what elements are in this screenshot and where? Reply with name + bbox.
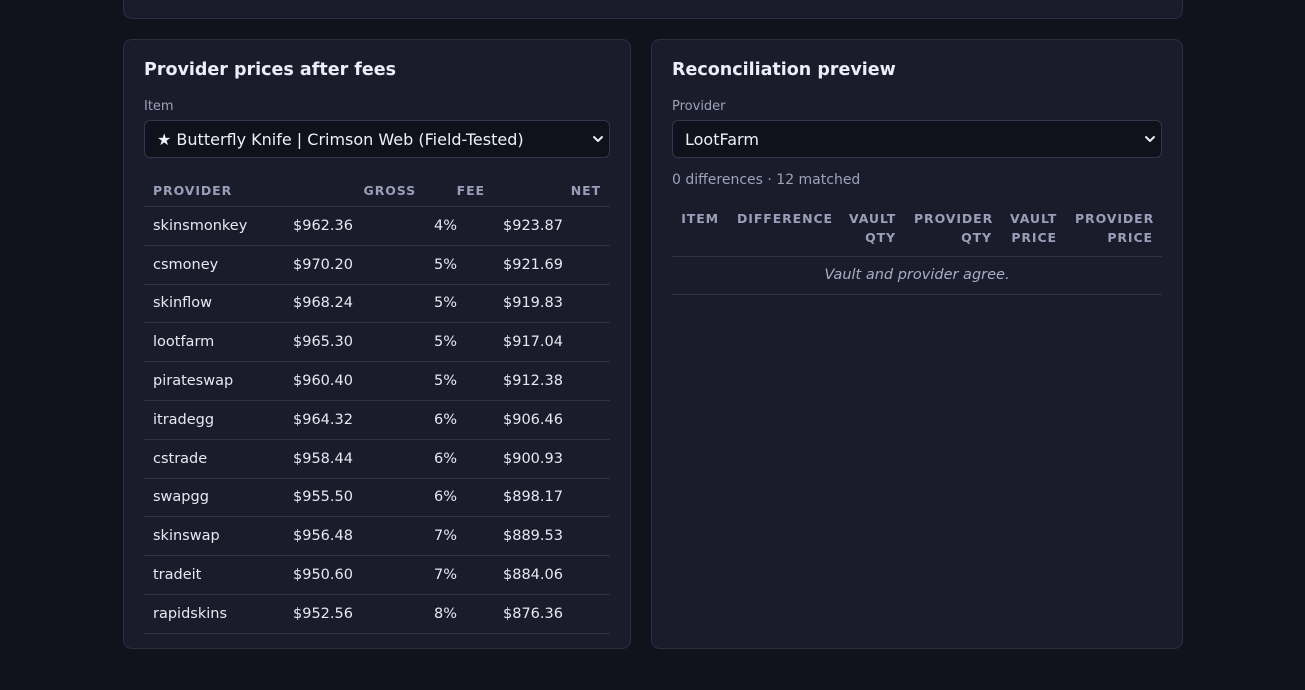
cell-net: $906.46 [494, 400, 610, 440]
cell-provider: skinsmonkey [144, 206, 284, 246]
column-header-difference: DIFFERENCE [728, 205, 840, 257]
cell-net: $921.69 [494, 245, 610, 285]
cell-fee: 5% [425, 361, 494, 401]
cell-fee: 7% [425, 555, 494, 595]
empty-state-message: Vault and provider agree. [672, 256, 1162, 295]
column-header-net: NET [494, 174, 610, 207]
column-header-fee: FEE [425, 174, 494, 207]
cell-net: $917.04 [494, 322, 610, 363]
column-header-provider-price: PROVIDER PRICE [1066, 205, 1162, 257]
chevron-down-icon [593, 136, 603, 142]
reconciliation-panel: Reconciliation preview Provider LootFarm… [651, 39, 1183, 649]
cell-net: $884.06 [494, 555, 610, 595]
column-header-provider-qty: PROVIDER QTY [905, 205, 1001, 257]
panel-title: Provider prices after fees [144, 60, 397, 80]
cell-net: $912.38 [494, 361, 610, 401]
cell-provider: pirateswap [144, 361, 284, 401]
cell-net: $923.87 [494, 206, 610, 246]
item-select[interactable]: ★ Butterfly Knife | Crimson Web (Field-T… [144, 120, 610, 158]
cell-fee: 6% [425, 478, 494, 518]
table-header-row: PROVIDER GROSS FEE NET [144, 174, 610, 207]
cell-gross: $964.32 [284, 400, 425, 440]
cell-provider: swapgg [144, 478, 284, 518]
table-row: skinflow $968.24 5% $919.83 [144, 284, 610, 324]
table-row: itradegg $964.32 6% $906.46 [144, 400, 610, 440]
column-header-item: ITEM [672, 205, 728, 257]
table-row: tradeit $950.60 7% $884.06 [144, 555, 610, 595]
cell-gross: $950.60 [284, 555, 425, 595]
cell-gross: $970.20 [284, 245, 425, 285]
cell-gross: $956.48 [284, 516, 425, 557]
provider-prices-panel: Provider prices after fees Item ★ Butter… [123, 39, 631, 649]
cell-gross: $958.44 [284, 439, 425, 479]
cell-net: $889.53 [494, 516, 610, 557]
empty-state-row: Vault and provider agree. [672, 256, 1162, 295]
cell-gross: $960.40 [284, 361, 425, 401]
cell-provider: itradegg [144, 400, 284, 440]
cell-gross: $962.36 [284, 206, 425, 246]
cell-fee: 5% [425, 245, 494, 285]
table-header-row: ITEM DIFFERENCE VAULT QTY PROVIDER QTY VAU… [672, 205, 1162, 257]
cell-gross: $965.30 [284, 322, 425, 363]
cell-provider: skinswap [144, 516, 284, 557]
table-row: lootfarm $965.30 5% $917.04 [144, 322, 610, 363]
cell-net: $900.93 [494, 439, 610, 479]
cell-provider: csmoney [144, 245, 284, 285]
provider-prices-table: PROVIDER GROSS FEE NET skinsmonkey $962.3… [144, 174, 610, 634]
table-row: csmoney $970.20 5% $921.69 [144, 245, 610, 285]
cell-net: $919.83 [494, 284, 610, 324]
reconciliation-table: ITEM DIFFERENCE VAULT QTY PROVIDER QTY VAU… [672, 205, 1162, 295]
reconciliation-summary: 0 differences · 12 matched [672, 172, 861, 188]
provider-label: Provider [672, 99, 726, 114]
table-row: pirateswap $960.40 5% $912.38 [144, 361, 610, 401]
table-row: skinswap $956.48 7% $889.53 [144, 516, 610, 557]
cell-fee: 7% [425, 516, 494, 557]
cell-provider: skinflow [144, 284, 284, 324]
cell-fee: 6% [425, 439, 494, 479]
column-header-provider: PROVIDER [144, 174, 284, 207]
cell-provider: lootfarm [144, 322, 284, 363]
cell-gross: $968.24 [284, 284, 425, 324]
cell-provider: tradeit [144, 555, 284, 595]
cell-provider: rapidskins [144, 594, 284, 634]
cell-fee: 5% [425, 284, 494, 324]
cell-fee: 6% [425, 400, 494, 440]
previous-panel [123, 0, 1183, 19]
panel-title: Reconciliation preview [672, 60, 896, 80]
cell-gross: $952.56 [284, 594, 425, 634]
item-select-value: ★ Butterfly Knife | Crimson Web (Field-T… [157, 129, 524, 149]
column-header-vault-qty: VAULT QTY [840, 205, 905, 257]
item-label: Item [144, 99, 174, 114]
provider-select-value: LootFarm [685, 129, 759, 149]
column-header-vault-price: VAULT PRICE [1001, 205, 1066, 257]
chevron-down-icon [1145, 136, 1155, 142]
column-header-gross: GROSS [284, 174, 425, 207]
cell-net: $898.17 [494, 478, 610, 518]
table-row: cstrade $958.44 6% $900.93 [144, 439, 610, 479]
cell-fee: 4% [425, 206, 494, 246]
cell-fee: 8% [425, 594, 494, 634]
cell-gross: $955.50 [284, 478, 425, 518]
provider-select[interactable]: LootFarm [672, 120, 1162, 158]
cell-net: $876.36 [494, 594, 610, 634]
table-row: rapidskins $952.56 8% $876.36 [144, 594, 610, 634]
table-row: swapgg $955.50 6% $898.17 [144, 478, 610, 518]
table-row: skinsmonkey $962.36 4% $923.87 [144, 206, 610, 246]
cell-provider: cstrade [144, 439, 284, 479]
cell-fee: 5% [425, 322, 494, 363]
